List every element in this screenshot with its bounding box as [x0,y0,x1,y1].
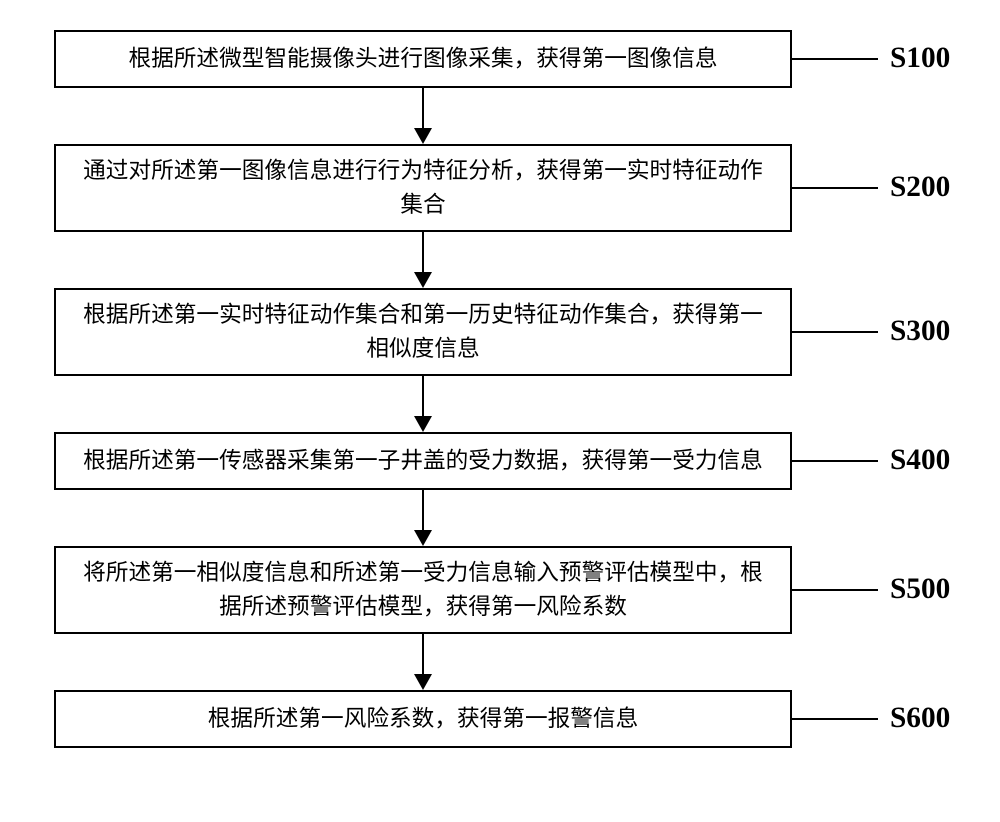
arrow-head-icon [414,530,432,546]
step-text: 通过对所述第一图像信息进行行为特征分析，获得第一实时特征动作集合 [72,154,774,222]
step-text: 根据所述第一风险系数，获得第一报警信息 [208,702,638,736]
arrow-head-icon [414,416,432,432]
step-label-S100: S100 [890,42,950,75]
step-text: 根据所述第一实时特征动作集合和第一历史特征动作集合，获得第一相似度信息 [72,298,774,366]
arrow-line [422,490,424,530]
arrow-line [422,88,424,128]
step-label-S600: S600 [890,702,950,735]
leader-line [792,58,878,60]
leader-line [792,589,878,591]
arrow-line [422,634,424,674]
arrow-head-icon [414,128,432,144]
step-label-S500: S500 [890,573,950,606]
arrow-head-icon [414,674,432,690]
flow-step-S300: 根据所述第一实时特征动作集合和第一历史特征动作集合，获得第一相似度信息 [54,288,792,376]
flow-step-S600: 根据所述第一风险系数，获得第一报警信息 [54,690,792,748]
leader-line [792,718,878,720]
flow-step-S100: 根据所述微型智能摄像头进行图像采集，获得第一图像信息 [54,30,792,88]
step-text: 根据所述微型智能摄像头进行图像采集，获得第一图像信息 [128,42,717,76]
leader-line [792,460,878,462]
step-label-S200: S200 [890,171,950,204]
flow-step-S200: 通过对所述第一图像信息进行行为特征分析，获得第一实时特征动作集合 [54,144,792,232]
step-label-S300: S300 [890,315,950,348]
flow-step-S500: 将所述第一相似度信息和所述第一受力信息输入预警评估模型中，根据所述预警评估模型，… [54,546,792,634]
leader-line [792,331,878,333]
flow-step-S400: 根据所述第一传感器采集第一子井盖的受力数据，获得第一受力信息 [54,432,792,490]
step-text: 根据所述第一传感器采集第一子井盖的受力数据，获得第一受力信息 [83,444,763,478]
arrow-line [422,232,424,272]
arrow-head-icon [414,272,432,288]
leader-line [792,187,878,189]
step-text: 将所述第一相似度信息和所述第一受力信息输入预警评估模型中，根据所述预警评估模型，… [72,556,774,624]
step-label-S400: S400 [890,444,950,477]
arrow-line [422,376,424,416]
